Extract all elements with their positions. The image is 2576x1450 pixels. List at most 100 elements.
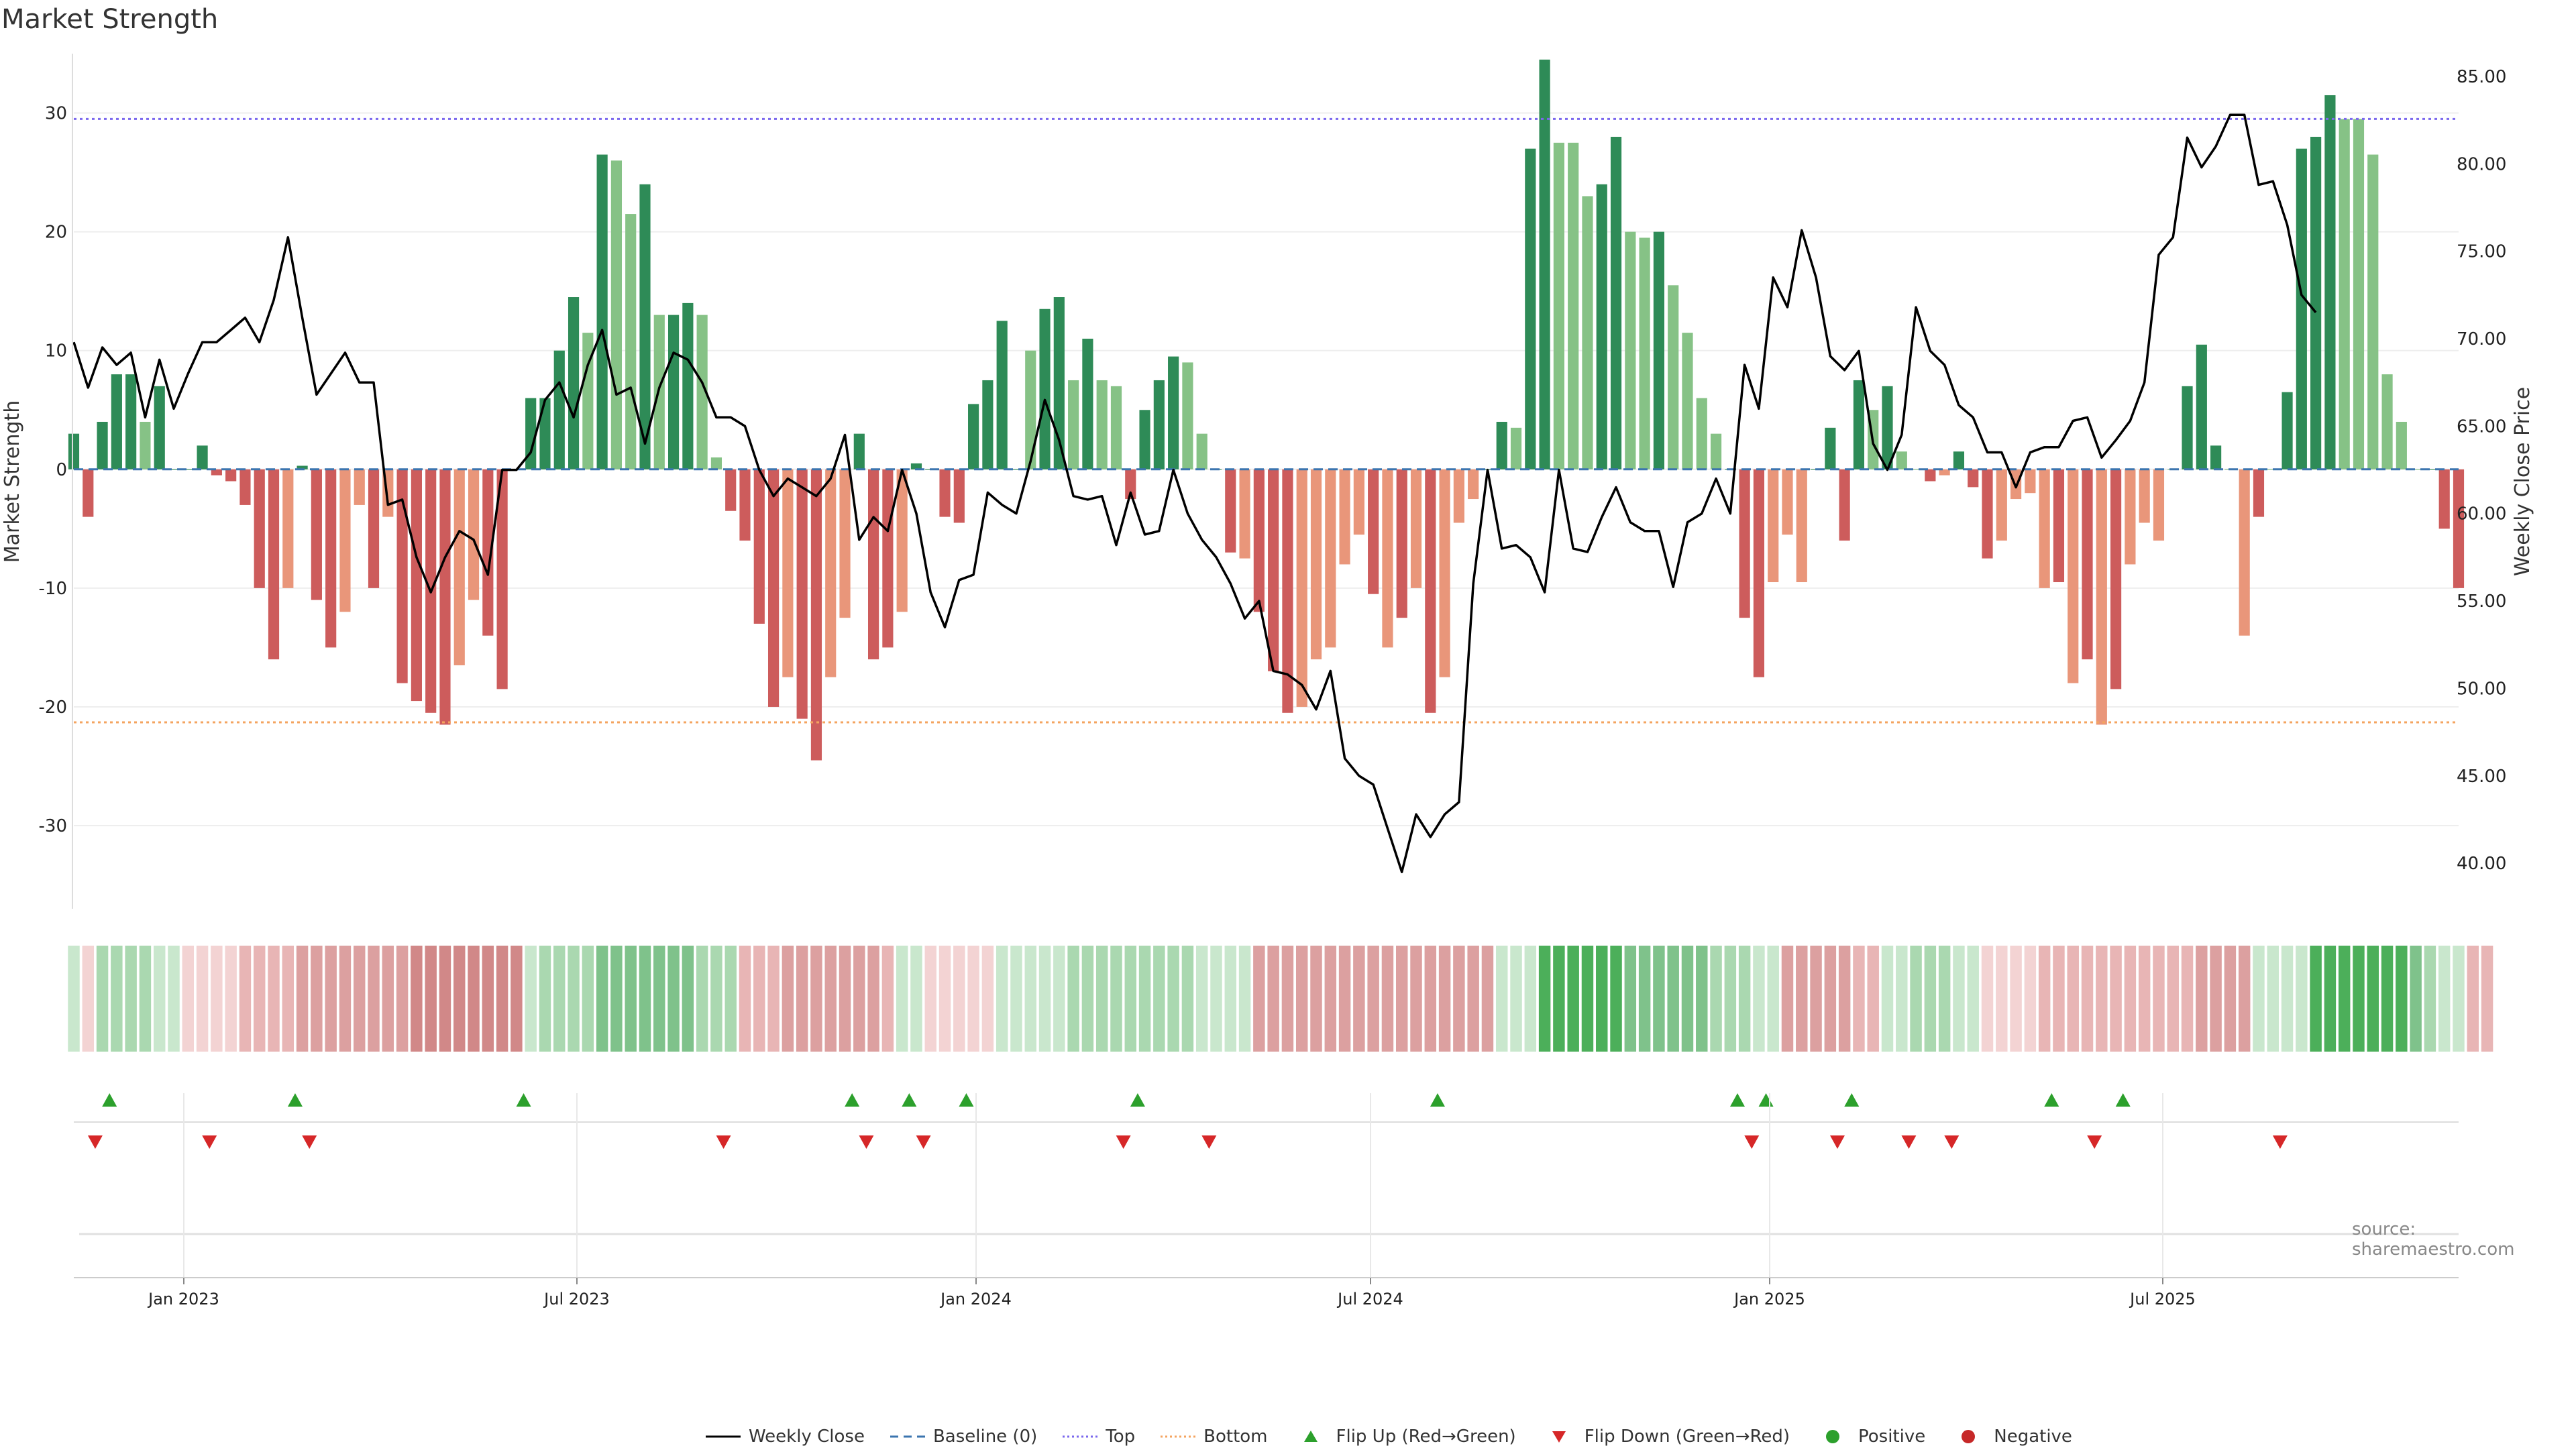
flip-down-marker bbox=[1944, 1135, 1960, 1149]
strength-bar bbox=[225, 469, 237, 482]
momentum-cell bbox=[1124, 946, 1136, 1052]
momentum-cell bbox=[225, 946, 237, 1052]
flip-up-marker bbox=[1844, 1093, 1860, 1107]
momentum-cell bbox=[2081, 946, 2094, 1052]
strength-bar bbox=[910, 463, 922, 469]
strength-bar bbox=[1682, 333, 1693, 469]
momentum-cell bbox=[967, 946, 979, 1052]
momentum-cell bbox=[1181, 946, 1194, 1052]
momentum-cell bbox=[1496, 946, 1508, 1052]
momentum-cell bbox=[938, 946, 951, 1052]
strength-bar bbox=[1396, 469, 1407, 618]
momentum-cell bbox=[824, 946, 837, 1052]
strength-bars bbox=[68, 59, 2465, 761]
momentum-cell bbox=[2353, 946, 2365, 1052]
momentum-cell bbox=[910, 946, 922, 1052]
strength-bar bbox=[1253, 469, 1265, 612]
strength-bar bbox=[1896, 451, 1907, 469]
legend: Weekly Close Baseline (0) Top Bottom Flip Up… bbox=[704, 1423, 2096, 1450]
momentum-cell bbox=[1295, 946, 1308, 1052]
momentum-cell bbox=[1867, 946, 1879, 1052]
y-tick-label: 30 bbox=[45, 104, 67, 124]
y-tick-label: 10 bbox=[45, 341, 67, 361]
momentum-cell bbox=[2281, 946, 2294, 1052]
strength-bar bbox=[1939, 469, 1950, 476]
momentum-cell bbox=[867, 946, 879, 1052]
strength-bar bbox=[596, 154, 608, 469]
flip-down-marker bbox=[1744, 1135, 1760, 1149]
momentum-cell bbox=[1581, 946, 1594, 1052]
momentum-cell bbox=[1481, 946, 1494, 1052]
strength-bar bbox=[1110, 386, 1122, 469]
y-tick-label: -30 bbox=[39, 816, 67, 836]
flip-up-marker bbox=[1130, 1093, 1145, 1107]
momentum-cell bbox=[1267, 946, 1279, 1052]
strength-bar bbox=[2096, 469, 2107, 725]
strength-bar bbox=[2424, 469, 2436, 470]
y2-tick-label: 85.00 bbox=[2457, 67, 2506, 87]
strength-bar bbox=[968, 404, 979, 469]
price-line-layer bbox=[72, 113, 2317, 873]
strength-bar bbox=[1853, 380, 1865, 469]
strength-bar bbox=[154, 386, 165, 469]
strength-bar bbox=[767, 469, 780, 707]
strength-bar bbox=[1839, 469, 1850, 541]
legend-item: Negative bbox=[1949, 1427, 2072, 1447]
strength-bar bbox=[182, 469, 194, 470]
strength-bar bbox=[496, 469, 508, 689]
flip-up-marker bbox=[2044, 1093, 2059, 1107]
momentum-cell bbox=[881, 946, 894, 1052]
momentum-cell bbox=[453, 946, 466, 1052]
strength-bar bbox=[2110, 469, 2122, 689]
momentum-cell bbox=[810, 946, 822, 1052]
strength-bar bbox=[1182, 362, 1193, 469]
flip-up-marker bbox=[902, 1093, 917, 1107]
strength-bar bbox=[2196, 344, 2207, 469]
strength-bar bbox=[2453, 469, 2465, 588]
momentum-cell bbox=[2253, 946, 2265, 1052]
strength-bar bbox=[2182, 386, 2193, 469]
momentum-cell bbox=[2196, 946, 2208, 1052]
momentum-cell bbox=[1353, 946, 1365, 1052]
y-tick-label: 20 bbox=[45, 223, 67, 243]
momentum-cell bbox=[2124, 946, 2137, 1052]
momentum-cell bbox=[325, 946, 337, 1052]
momentum-cell bbox=[411, 946, 423, 1052]
legend-item: Positive bbox=[1814, 1427, 1925, 1447]
flip-down-marker bbox=[2087, 1135, 2102, 1149]
momentum-cell bbox=[425, 946, 437, 1052]
y-axis-title: Market Strength bbox=[1, 400, 24, 563]
flip-up-marker bbox=[2115, 1093, 2131, 1107]
momentum-cell bbox=[2010, 946, 2022, 1052]
y2-tick-label: 45.00 bbox=[2457, 767, 2506, 787]
page-title: Market Strength bbox=[1, 4, 219, 35]
legend-swatch-icon bbox=[1303, 1431, 1318, 1442]
flip-up-marker bbox=[287, 1093, 303, 1107]
y-tick-label: -20 bbox=[39, 698, 67, 718]
momentum-cell bbox=[296, 946, 309, 1052]
momentum-cell bbox=[311, 946, 323, 1052]
strength-bar bbox=[953, 469, 965, 523]
y2-tick-label: 75.00 bbox=[2457, 242, 2506, 262]
strength-bar bbox=[1625, 231, 1636, 469]
strength-bar bbox=[1610, 136, 1622, 469]
strength-bar bbox=[1196, 433, 1208, 469]
momentum-cell bbox=[182, 946, 195, 1052]
strength-bar bbox=[1425, 469, 1436, 713]
momentum-cell bbox=[153, 946, 166, 1052]
momentum-cell bbox=[125, 946, 137, 1052]
strength-bar bbox=[168, 469, 180, 470]
strength-bar bbox=[1782, 469, 1793, 535]
momentum-cell bbox=[2224, 946, 2237, 1052]
strength-bar bbox=[1082, 339, 1093, 469]
date-axis: Jan 2023 Jul 2023 Jan 2024 Jul 2024 Jan 2025… bbox=[74, 1093, 2459, 1308]
strength-bar bbox=[2410, 469, 2422, 470]
momentum-cell bbox=[582, 946, 594, 1052]
momentum-cell bbox=[1310, 946, 1322, 1052]
momentum-cell bbox=[696, 946, 708, 1052]
y2-tick-label: 80.00 bbox=[2457, 154, 2506, 174]
momentum-cell bbox=[1467, 946, 1479, 1052]
momentum-cell bbox=[596, 946, 608, 1052]
momentum-cell bbox=[553, 946, 566, 1052]
momentum-cell bbox=[924, 946, 936, 1052]
